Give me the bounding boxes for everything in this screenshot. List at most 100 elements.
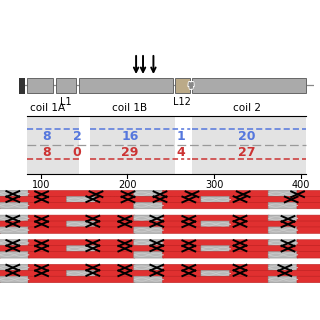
FancyBboxPatch shape [230, 221, 320, 228]
FancyBboxPatch shape [297, 190, 320, 197]
FancyBboxPatch shape [0, 227, 1, 233]
Text: coil 1B: coil 1B [112, 103, 148, 113]
Bar [27, 116, 79, 174]
FancyBboxPatch shape [0, 196, 68, 203]
FancyBboxPatch shape [134, 252, 164, 258]
Text: 1: 1 [177, 130, 186, 143]
FancyBboxPatch shape [28, 276, 135, 283]
FancyBboxPatch shape [134, 215, 164, 221]
FancyBboxPatch shape [201, 246, 231, 252]
FancyBboxPatch shape [0, 227, 29, 233]
FancyBboxPatch shape [268, 276, 298, 283]
Bar [90, 116, 175, 174]
FancyBboxPatch shape [0, 202, 29, 209]
FancyBboxPatch shape [268, 190, 298, 197]
FancyBboxPatch shape [0, 202, 1, 209]
Text: 27: 27 [238, 146, 256, 159]
FancyBboxPatch shape [297, 240, 320, 246]
FancyBboxPatch shape [0, 240, 29, 246]
Text: 200: 200 [118, 180, 137, 190]
Text: 400: 400 [292, 180, 310, 190]
FancyBboxPatch shape [0, 276, 29, 283]
FancyBboxPatch shape [163, 215, 269, 221]
FancyBboxPatch shape [297, 276, 320, 283]
FancyBboxPatch shape [297, 202, 320, 209]
FancyBboxPatch shape [28, 240, 135, 246]
FancyBboxPatch shape [268, 240, 298, 246]
FancyBboxPatch shape [95, 270, 202, 277]
FancyBboxPatch shape [0, 246, 68, 252]
Bar [27, 78, 53, 93]
Bar [56, 78, 76, 93]
FancyBboxPatch shape [134, 240, 164, 246]
FancyBboxPatch shape [201, 196, 231, 203]
FancyBboxPatch shape [201, 221, 231, 228]
FancyBboxPatch shape [268, 264, 298, 271]
Text: L1: L1 [60, 97, 72, 107]
Bar [79, 78, 173, 93]
FancyBboxPatch shape [95, 246, 202, 252]
Bar [79, 116, 90, 174]
FancyBboxPatch shape [95, 196, 202, 203]
Text: 20: 20 [238, 130, 256, 143]
FancyBboxPatch shape [134, 190, 164, 197]
Text: coil 2: coil 2 [233, 103, 261, 113]
FancyBboxPatch shape [0, 264, 29, 271]
FancyBboxPatch shape [0, 270, 68, 277]
FancyBboxPatch shape [0, 221, 68, 228]
FancyBboxPatch shape [230, 196, 320, 203]
FancyBboxPatch shape [0, 276, 1, 283]
Bar [191, 116, 306, 174]
Text: 300: 300 [205, 180, 223, 190]
Bar [175, 116, 191, 174]
FancyBboxPatch shape [0, 252, 29, 258]
FancyBboxPatch shape [95, 221, 202, 228]
FancyBboxPatch shape [163, 252, 269, 258]
Text: 8: 8 [43, 130, 51, 143]
Text: 0: 0 [73, 146, 82, 159]
FancyBboxPatch shape [297, 227, 320, 233]
FancyBboxPatch shape [28, 202, 135, 209]
FancyBboxPatch shape [297, 252, 320, 258]
FancyBboxPatch shape [67, 221, 97, 228]
Text: 4: 4 [177, 146, 186, 159]
FancyBboxPatch shape [67, 270, 97, 277]
Bar [191, 78, 306, 93]
FancyBboxPatch shape [0, 215, 29, 221]
FancyBboxPatch shape [230, 270, 320, 277]
FancyBboxPatch shape [28, 264, 135, 271]
FancyBboxPatch shape [134, 202, 164, 209]
FancyBboxPatch shape [268, 215, 298, 221]
Text: 16: 16 [121, 130, 139, 143]
Bar [175, 78, 190, 93]
FancyBboxPatch shape [163, 202, 269, 209]
FancyBboxPatch shape [0, 252, 1, 258]
Text: L12: L12 [173, 97, 191, 107]
FancyBboxPatch shape [0, 190, 29, 197]
FancyBboxPatch shape [28, 227, 135, 233]
FancyBboxPatch shape [163, 264, 269, 271]
Text: 29: 29 [121, 146, 139, 159]
FancyBboxPatch shape [28, 252, 135, 258]
FancyBboxPatch shape [201, 270, 231, 277]
FancyBboxPatch shape [268, 227, 298, 233]
FancyBboxPatch shape [297, 215, 320, 221]
Text: position of amino acid: position of amino acid [108, 192, 224, 202]
FancyBboxPatch shape [134, 227, 164, 233]
FancyBboxPatch shape [28, 190, 135, 197]
Bar [175, 116, 191, 174]
FancyBboxPatch shape [268, 202, 298, 209]
Text: 2: 2 [73, 130, 82, 143]
Bar [19, 78, 25, 94]
Text: 8: 8 [43, 146, 51, 159]
Text: coil 1A: coil 1A [30, 103, 65, 113]
FancyBboxPatch shape [67, 246, 97, 252]
FancyBboxPatch shape [230, 246, 320, 252]
FancyBboxPatch shape [134, 264, 164, 271]
FancyBboxPatch shape [163, 276, 269, 283]
FancyBboxPatch shape [297, 264, 320, 271]
FancyBboxPatch shape [28, 215, 135, 221]
FancyBboxPatch shape [134, 276, 164, 283]
FancyBboxPatch shape [67, 196, 97, 203]
Text: 100: 100 [32, 180, 50, 190]
